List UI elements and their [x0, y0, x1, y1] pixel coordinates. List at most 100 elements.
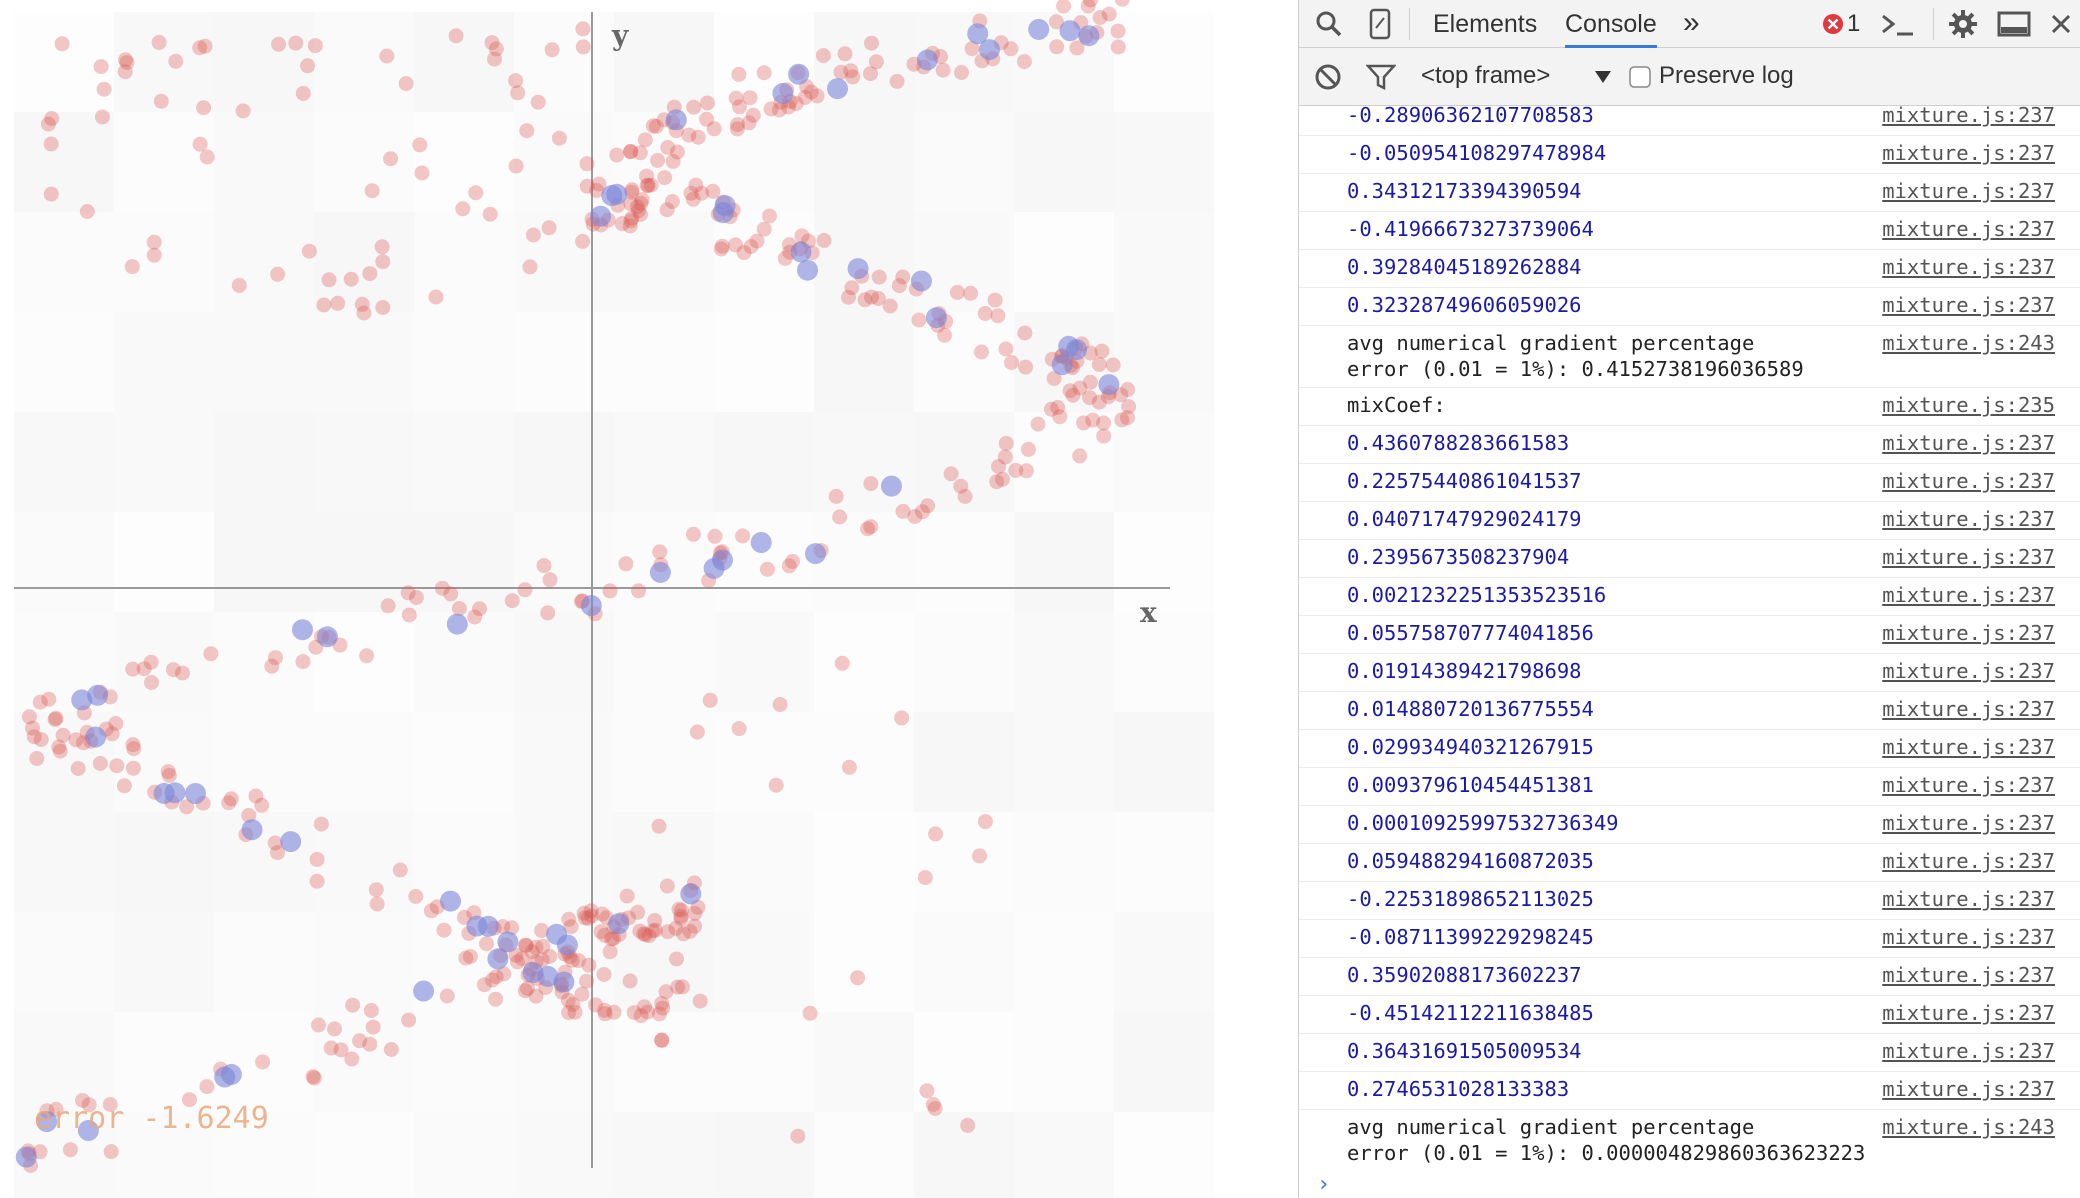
- close-icon[interactable]: [2047, 10, 2075, 38]
- console-messages[interactable]: -0.28906362107708583 mixture.js:237 -0.050…: [1299, 106, 2080, 1166]
- sample-point: [632, 923, 648, 939]
- source-link[interactable]: mixture.js:237: [1882, 1039, 2055, 1063]
- source-link[interactable]: mixture.js:237: [1882, 887, 2055, 911]
- heatmap-tile: [814, 412, 914, 512]
- source-link[interactable]: mixture.js:237: [1882, 925, 2055, 949]
- console-drawer-icon[interactable]: [1877, 8, 1917, 40]
- source-link[interactable]: mixture.js:237: [1882, 659, 2055, 683]
- heatmap-tile: [814, 712, 914, 812]
- error-count[interactable]: 1: [1847, 10, 1861, 37]
- sample-point: [685, 526, 701, 542]
- sample-point: [670, 979, 686, 995]
- sample-point: [379, 48, 395, 64]
- preserve-log-checkbox[interactable]: [1629, 66, 1651, 88]
- sample-point: [809, 88, 825, 104]
- sample-point: [1046, 371, 1062, 386]
- dropdown-arrow-icon[interactable]: [1593, 68, 1613, 86]
- source-link[interactable]: mixture.js:237: [1882, 849, 2055, 873]
- sample-point: [1110, 39, 1126, 55]
- console-message: 0.22575440861041537: [1347, 469, 1582, 493]
- target-point: [477, 915, 499, 937]
- source-link[interactable]: mixture.js:237: [1882, 963, 2055, 987]
- sample-point: [630, 904, 646, 920]
- source-link[interactable]: mixture.js:237: [1882, 773, 2055, 797]
- sample-point: [1056, 0, 1072, 14]
- heatmap-tile: [214, 912, 314, 1012]
- tab-console[interactable]: Console: [1565, 10, 1657, 48]
- clear-console-icon[interactable]: [1313, 62, 1343, 92]
- sample-point: [467, 609, 483, 625]
- source-link[interactable]: mixture.js:237: [1882, 545, 2055, 569]
- sample-point: [517, 983, 533, 999]
- source-link[interactable]: mixture.js:243: [1882, 331, 2055, 355]
- mixture-density-canvas[interactable]: y x error -1.6249: [0, 0, 1298, 1198]
- source-link[interactable]: mixture.js:237: [1882, 179, 2055, 203]
- source-link[interactable]: mixture.js:237: [1882, 217, 2055, 241]
- error-icon[interactable]: [1821, 12, 1845, 36]
- sample-point: [634, 192, 650, 208]
- tab-elements[interactable]: Elements: [1433, 10, 1538, 38]
- source-link[interactable]: mixture.js:237: [1882, 141, 2055, 165]
- sample-point: [1091, 356, 1107, 372]
- source-link[interactable]: mixture.js:237: [1882, 106, 2055, 127]
- source-link[interactable]: mixture.js:237: [1882, 621, 2055, 645]
- preserve-log-label[interactable]: Preserve log: [1659, 62, 1794, 89]
- dock-side-icon[interactable]: [1995, 8, 2033, 40]
- source-link[interactable]: mixture.js:237: [1882, 255, 2055, 279]
- sample-point: [136, 661, 152, 677]
- target-point: [316, 626, 338, 648]
- sample-point: [631, 583, 646, 599]
- console-row: 0.32328749606059026 mixture.js:237: [1299, 288, 2080, 326]
- context-selector[interactable]: <top frame>: [1421, 62, 1551, 89]
- sample-point: [535, 938, 551, 954]
- sample-point: [673, 908, 689, 924]
- filter-icon[interactable]: [1365, 62, 1397, 92]
- source-link[interactable]: mixture.js:237: [1882, 697, 2055, 721]
- sample-point: [917, 870, 933, 886]
- source-link[interactable]: mixture.js:237: [1882, 507, 2055, 531]
- source-link[interactable]: mixture.js:237: [1882, 811, 2055, 835]
- heatmap-tile: [114, 812, 214, 912]
- console-message: 0.00010925997532736349: [1347, 811, 1619, 835]
- settings-gear-icon[interactable]: [1945, 6, 1981, 42]
- source-link[interactable]: mixture.js:235: [1882, 393, 2055, 417]
- sample-point: [687, 918, 703, 934]
- heatmap-tile: [1114, 312, 1214, 412]
- sample-point: [165, 662, 181, 678]
- sample-point: [268, 650, 283, 666]
- heatmap-tile: [514, 1112, 614, 1198]
- source-link[interactable]: mixture.js:237: [1882, 469, 2055, 493]
- source-link[interactable]: mixture.js:237: [1882, 293, 2055, 317]
- sample-point: [530, 94, 546, 110]
- source-link[interactable]: mixture.js:243: [1882, 1115, 2055, 1139]
- sample-point: [408, 888, 424, 904]
- source-link[interactable]: mixture.js:237: [1882, 1001, 2055, 1025]
- sample-point: [864, 35, 879, 51]
- sample-point: [179, 799, 195, 815]
- tab-separator: [1933, 8, 1934, 40]
- sample-point: [645, 923, 661, 939]
- sample-point: [26, 729, 42, 745]
- source-link[interactable]: mixture.js:237: [1882, 1077, 2055, 1101]
- sample-point: [1016, 54, 1032, 70]
- sample-point: [785, 553, 800, 569]
- sample-point: [995, 471, 1010, 487]
- sample-point: [863, 476, 879, 492]
- source-link[interactable]: mixture.js:237: [1882, 583, 2055, 607]
- sample-point: [504, 593, 520, 609]
- sample-point: [94, 109, 110, 125]
- inspect-search-icon[interactable]: [1313, 8, 1345, 40]
- sample-point: [116, 778, 132, 794]
- device-mode-icon[interactable]: [1367, 6, 1393, 42]
- sample-point: [762, 208, 777, 224]
- source-link[interactable]: mixture.js:237: [1882, 431, 2055, 455]
- console-prompt[interactable]: ›: [1317, 1172, 1331, 1197]
- source-link[interactable]: mixture.js:237: [1882, 735, 2055, 759]
- console-message: avg numerical gradient percentage error …: [1347, 1115, 1866, 1165]
- sample-point: [68, 732, 84, 748]
- sample-point: [863, 519, 879, 535]
- sample-point: [267, 835, 283, 851]
- sample-point: [362, 266, 378, 282]
- sample-point: [1062, 383, 1078, 399]
- more-tabs-chevron[interactable]: »: [1683, 6, 1700, 39]
